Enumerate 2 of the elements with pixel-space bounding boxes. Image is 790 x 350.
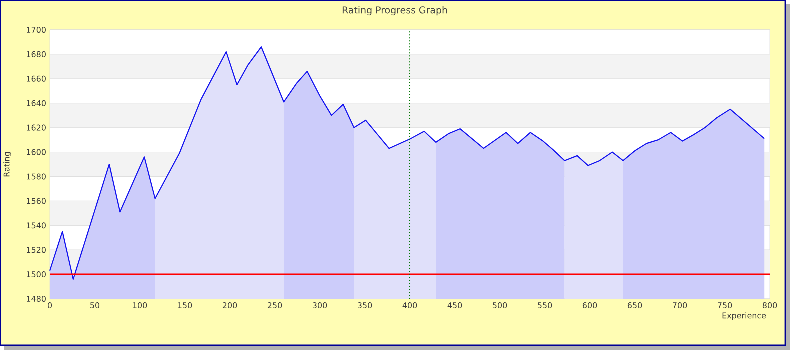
chart-title: Rating Progress Graph [342, 6, 448, 16]
line-series [49, 46, 766, 280]
